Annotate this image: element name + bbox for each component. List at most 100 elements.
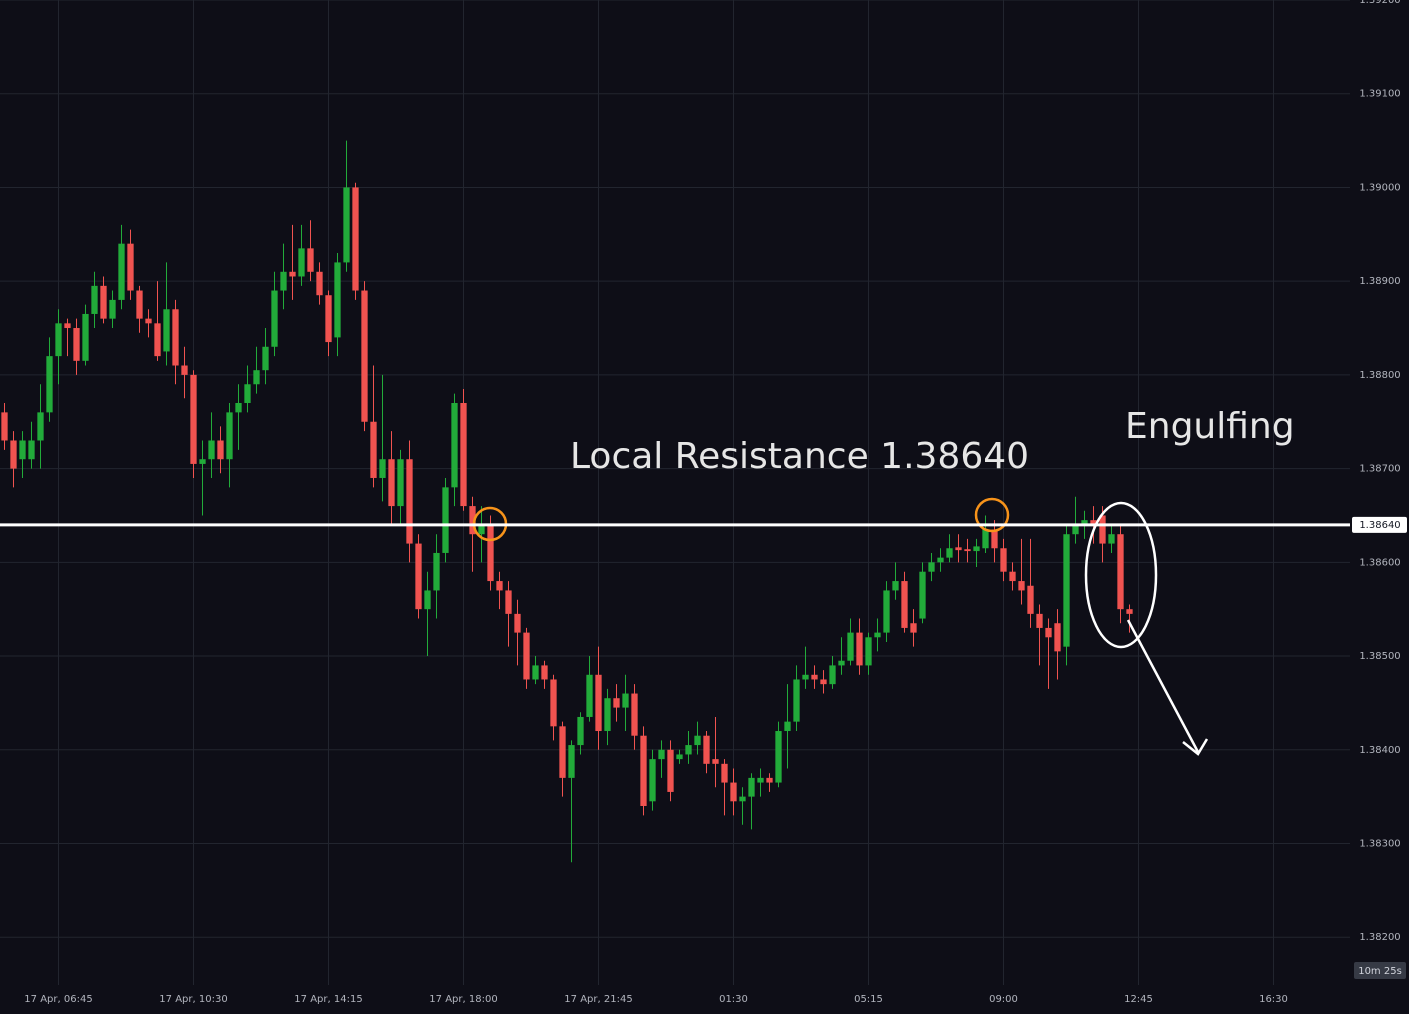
candle-body (910, 623, 917, 633)
candle-body (64, 323, 71, 329)
candle-body (667, 749, 674, 792)
candle-body (325, 295, 332, 343)
candle-body (433, 552, 440, 591)
candle-body (640, 735, 647, 806)
x-tick-label: 17 Apr, 06:45 (24, 994, 92, 1005)
pattern-annotation: Engulfing (1125, 406, 1295, 447)
candle-body (703, 735, 710, 764)
candle-body (262, 346, 269, 371)
candle-body (739, 796, 746, 802)
candle-body (937, 557, 944, 563)
candle-body (334, 262, 341, 338)
candle-body (874, 632, 881, 638)
candle-body (181, 365, 188, 375)
candle-body (28, 440, 35, 460)
candle-body (892, 581, 899, 591)
candle-body (973, 546, 980, 552)
candle-body (838, 660, 845, 666)
candle-body (1045, 627, 1052, 638)
candle-body (856, 632, 863, 666)
price-tag (1352, 516, 1407, 533)
candle-body (622, 693, 629, 708)
candle-body (757, 777, 764, 783)
candle-body (1117, 534, 1124, 610)
candle-body (568, 745, 575, 778)
candle-body (163, 309, 170, 352)
candle-body (10, 440, 17, 469)
candle-body (1099, 515, 1106, 544)
pattern-ellipse (1084, 501, 1158, 649)
candle-body (820, 679, 827, 685)
candle-body (352, 187, 359, 291)
candle-body (289, 271, 296, 277)
candle-body (343, 187, 350, 263)
candle-body (235, 402, 242, 413)
candle-body (775, 731, 782, 783)
candle-body (55, 323, 62, 357)
candle-body (298, 248, 305, 277)
candle-body (505, 590, 512, 614)
y-tick-label: 1.39100 (1359, 89, 1400, 100)
overlay: Local Resistance 1.38640 Engulfing (472, 406, 1295, 756)
candle-body (595, 674, 602, 732)
candle-body (523, 632, 530, 680)
candle-body (82, 313, 89, 361)
candle-body (964, 549, 971, 552)
candle-body (280, 271, 287, 291)
candle-body (118, 243, 125, 300)
candle-body (487, 524, 494, 582)
candle-body (361, 290, 368, 422)
candle-body (811, 674, 818, 680)
candle-body (19, 440, 26, 460)
candle-body (784, 721, 791, 732)
candle-body (766, 777, 773, 783)
candle-body (514, 613, 521, 633)
candle-body (1027, 585, 1034, 614)
candle-body (1072, 524, 1079, 535)
candle-body (154, 323, 161, 357)
candle-body (478, 524, 485, 535)
candle-body (406, 459, 413, 544)
resistance-annotation: Local Resistance 1.38640 (570, 436, 1029, 477)
y-tick-label: 1.38700 (1359, 464, 1400, 475)
y-tick-label: 1.38400 (1359, 745, 1400, 756)
candle-body (901, 581, 908, 628)
candle-body (1018, 581, 1025, 591)
candle-body (316, 271, 323, 296)
candle-body (226, 412, 233, 460)
candle-body (541, 665, 548, 680)
x-tick-label: 16:30 (1259, 994, 1288, 1005)
y-tick-label: 1.38600 (1359, 557, 1400, 568)
x-tick-label: 01:30 (719, 994, 748, 1005)
candle-body (73, 328, 80, 361)
y-tick-label: 1.38800 (1359, 370, 1400, 381)
candle-body (1126, 609, 1133, 614)
candle-body (451, 402, 458, 488)
x-tick-label: 17 Apr, 18:00 (429, 994, 497, 1005)
direction-arrow (1126, 619, 1209, 756)
candle-body (676, 754, 683, 760)
candle-body (370, 421, 377, 478)
y-tick-label: 1.38900 (1359, 276, 1400, 287)
candle-body (253, 370, 260, 385)
candle-body (1036, 613, 1043, 628)
candle-body (712, 759, 719, 764)
candle-body (460, 402, 467, 507)
x-tick-label: 17 Apr, 21:45 (564, 994, 632, 1005)
candle-body (1090, 520, 1097, 525)
candle-body (46, 356, 53, 413)
y-tick-label: 1.38200 (1359, 932, 1400, 943)
touch-circle (974, 497, 1010, 533)
candle-body (1000, 548, 1007, 572)
candle-body (928, 562, 935, 572)
candle-body (469, 506, 476, 535)
candle-body (559, 726, 566, 778)
candle-body (604, 698, 611, 732)
candle-body (577, 716, 584, 746)
countdown: 10m 25s (1358, 966, 1402, 977)
candle-body (613, 698, 620, 708)
candle-body (946, 548, 953, 558)
candle-body (109, 299, 116, 319)
